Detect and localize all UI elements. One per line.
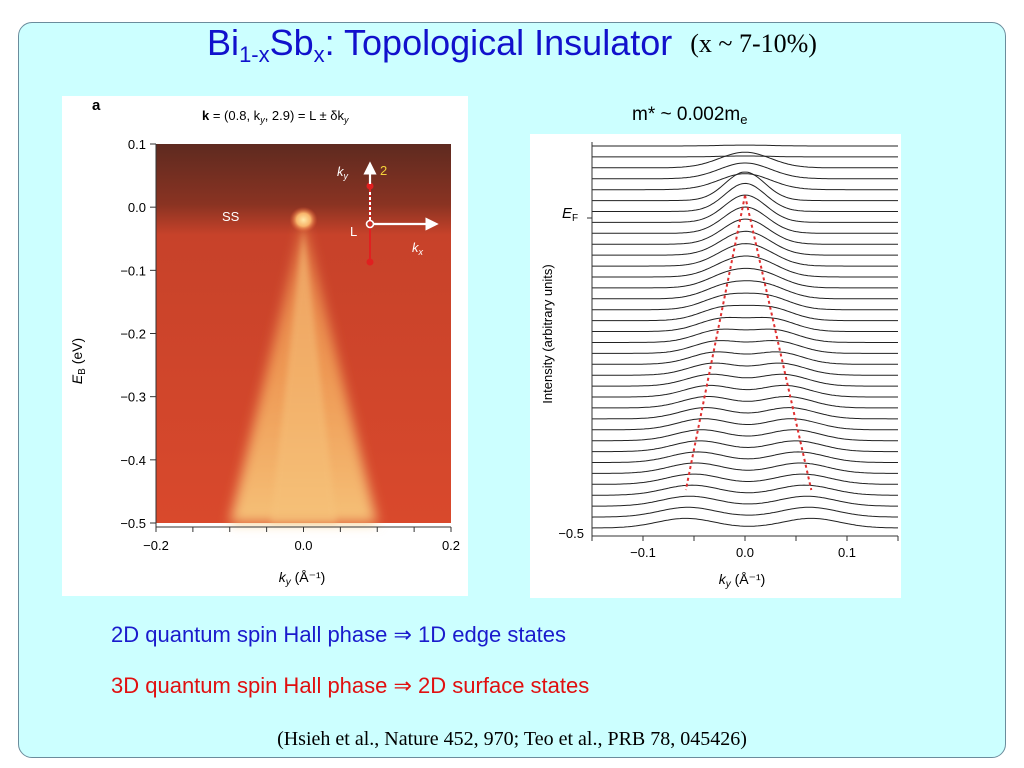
edc-curve bbox=[592, 484, 898, 496]
annotation-2: 2 bbox=[380, 163, 387, 178]
citation: (Hsieh et al., Nature 452, 970; Teo et a… bbox=[277, 728, 747, 750]
edc-figure: EF −0.5 −0.1 0.0 0.1 ky (Å⁻¹) Intensity (arb… bbox=[530, 134, 901, 598]
annotation-ky-sub: y bbox=[343, 171, 349, 181]
annotation-kx: kx bbox=[412, 240, 424, 257]
heatmap-xlabel: ky (Å⁻¹) bbox=[279, 569, 326, 588]
heatmap-ytick-label: −0.5 bbox=[120, 516, 146, 531]
heatmap-xtick-label: 0.2 bbox=[442, 538, 460, 553]
edc-curve bbox=[592, 373, 898, 387]
edc-curve bbox=[592, 292, 898, 311]
heatmap-ylabel: EB (eV) bbox=[69, 338, 88, 384]
slide-title: Bi1-xSbx: Topological Insulator (x ~ 7-10… bbox=[207, 22, 817, 67]
edc-curve bbox=[591, 517, 898, 529]
dirac-cone-core bbox=[270, 227, 337, 524]
edc-curve bbox=[592, 451, 898, 463]
edc-plot-area bbox=[591, 144, 898, 529]
edc-fermi-label-sub: F bbox=[572, 213, 578, 224]
edc-curve bbox=[592, 173, 898, 191]
effective-mass-label: m* ~ 0.002me bbox=[632, 104, 748, 127]
edc-curve bbox=[592, 151, 898, 169]
edc-curve bbox=[592, 407, 898, 420]
statement-3d-qsh: 3D quantum spin Hall phase ⇒ 2D surface … bbox=[111, 673, 590, 698]
heatmap-plot-area: SS Lky 2 kx bbox=[156, 144, 451, 524]
edc-curve bbox=[592, 429, 898, 442]
inset-point-upper bbox=[366, 182, 374, 190]
heatmap-ytick-label: 0.1 bbox=[128, 137, 146, 152]
edc-curve bbox=[592, 440, 898, 453]
heatmap-ytick-label: −0.3 bbox=[120, 390, 146, 405]
edc-curve bbox=[592, 304, 898, 322]
annotation-ky: ky bbox=[337, 164, 349, 181]
edc-fermi-label: EF bbox=[562, 205, 578, 224]
edc-curve bbox=[592, 162, 898, 180]
edc-curve bbox=[592, 316, 898, 332]
annotation-ss: SS bbox=[222, 209, 240, 224]
panel-label: a bbox=[92, 97, 101, 114]
heatmap-axes: 0.1 0.0 −0.1 −0.2 −0.3 −0.4 −0.5 −0.2 0.0 0.2 bbox=[120, 137, 460, 553]
surface-state-spot bbox=[289, 206, 318, 233]
heatmap-xtick-label: −0.2 bbox=[143, 538, 169, 553]
heatmap-title: k = (0.8, ky, 2.9) = L ± δky bbox=[202, 108, 349, 125]
edc-curve bbox=[592, 495, 898, 507]
edc-curve bbox=[592, 255, 898, 278]
edc-xtick-label: 0.0 bbox=[736, 545, 754, 560]
edc-curve bbox=[592, 194, 898, 223]
edc-curve bbox=[592, 243, 898, 267]
edc-curve bbox=[592, 473, 898, 485]
edc-curve bbox=[592, 280, 898, 300]
heatmap-ytick-label: −0.1 bbox=[120, 263, 146, 278]
edc-curve bbox=[592, 462, 898, 474]
dispersion-line-right bbox=[744, 195, 813, 491]
inset-L-point bbox=[365, 219, 375, 229]
edc-curve bbox=[592, 328, 898, 343]
heatmap-ytick-label: −0.4 bbox=[120, 453, 146, 468]
heatmap-ytick-label: 0.0 bbox=[128, 200, 146, 215]
edc-curve bbox=[592, 218, 898, 245]
annotation-l: L bbox=[350, 224, 357, 239]
dispersion-line-left bbox=[684, 195, 746, 491]
edc-curve bbox=[592, 230, 898, 256]
edc-bottom-label: −0.5 bbox=[558, 526, 584, 541]
edc-curve bbox=[592, 339, 898, 354]
edc-curve bbox=[592, 362, 898, 376]
edc-curve bbox=[591, 506, 898, 518]
edc-curve bbox=[592, 267, 898, 289]
edc-stack-chart: EF −0.5 −0.1 0.0 0.1 ky (Å⁻¹) Intensity (arb… bbox=[540, 142, 899, 590]
annotation-kx-sub: x bbox=[418, 247, 424, 257]
edc-xtick-label: −0.1 bbox=[630, 545, 656, 560]
inset-point-lower bbox=[366, 258, 374, 266]
edc-curve bbox=[592, 396, 898, 409]
heatmap-xtick-label: 0.0 bbox=[294, 538, 312, 553]
edc-curve bbox=[592, 384, 898, 398]
edc-curve bbox=[592, 144, 898, 147]
edc-axes: EF −0.5 −0.1 0.0 0.1 bbox=[558, 142, 899, 560]
edc-curve bbox=[592, 171, 898, 202]
heatmap-ytick-label: −0.2 bbox=[120, 327, 146, 342]
statement-2d-qsh: 2D quantum spin Hall phase ⇒ 1D edge sta… bbox=[111, 622, 567, 647]
edc-curve bbox=[592, 206, 898, 234]
edc-xtick-label: 0.1 bbox=[838, 545, 856, 560]
edc-curve bbox=[592, 418, 898, 431]
edc-curve bbox=[592, 351, 898, 365]
edc-xlabel: ky (Å⁻¹) bbox=[719, 571, 766, 590]
edc-curve bbox=[592, 155, 898, 158]
edc-curve bbox=[592, 182, 898, 212]
edc-ylabel: Intensity (arbitrary units) bbox=[540, 264, 555, 403]
title-concentration: (x ~ 7-10%) bbox=[690, 29, 817, 58]
